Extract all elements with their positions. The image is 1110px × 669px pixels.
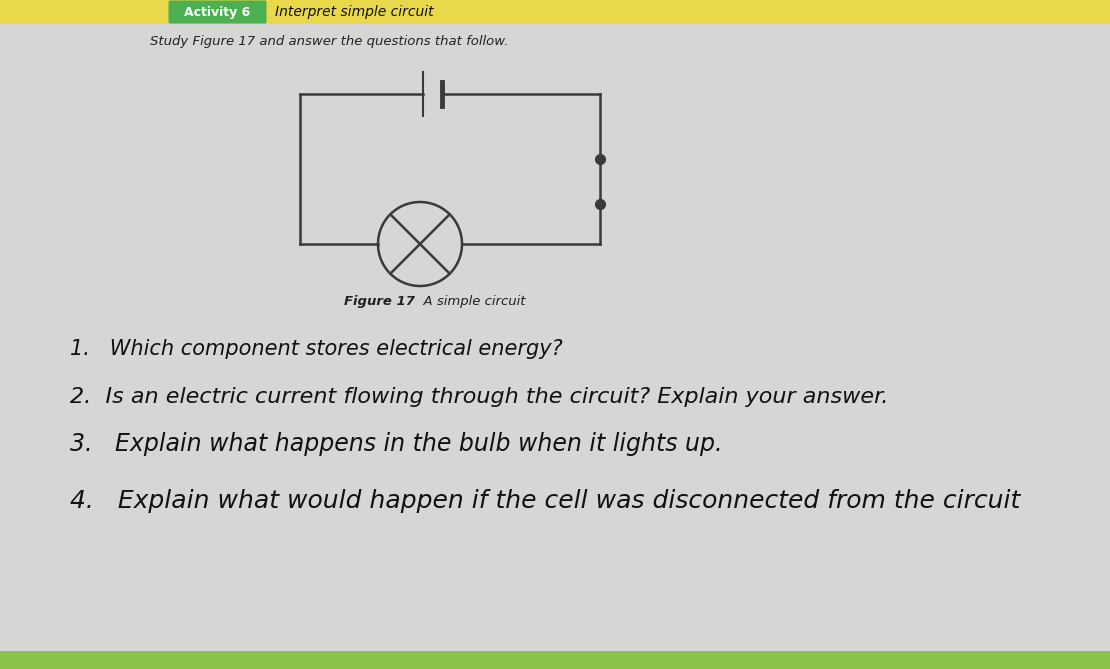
Text: 3.   Explain what happens in the bulb when it lights up.: 3. Explain what happens in the bulb when… — [70, 432, 723, 456]
Text: Figure 17: Figure 17 — [344, 294, 415, 308]
Text: Interpret simple circuit: Interpret simple circuit — [275, 5, 434, 19]
Text: 1.   Which component stores electrical energy?: 1. Which component stores electrical ene… — [70, 339, 563, 359]
FancyBboxPatch shape — [169, 1, 266, 23]
Text: A simple circuit: A simple circuit — [415, 294, 525, 308]
Bar — [0, 651, 1110, 669]
Text: Study Figure 17 and answer the questions that follow.: Study Figure 17 and answer the questions… — [150, 35, 508, 47]
Text: 2.  Is an electric current flowing through the circuit? Explain your answer.: 2. Is an electric current flowing throug… — [70, 387, 888, 407]
Text: 4.   Explain what would happen if the cell was disconnected from the circuit: 4. Explain what would happen if the cell… — [70, 489, 1020, 513]
Text: Activity 6: Activity 6 — [184, 5, 250, 19]
Bar — [0, 0, 1110, 24]
